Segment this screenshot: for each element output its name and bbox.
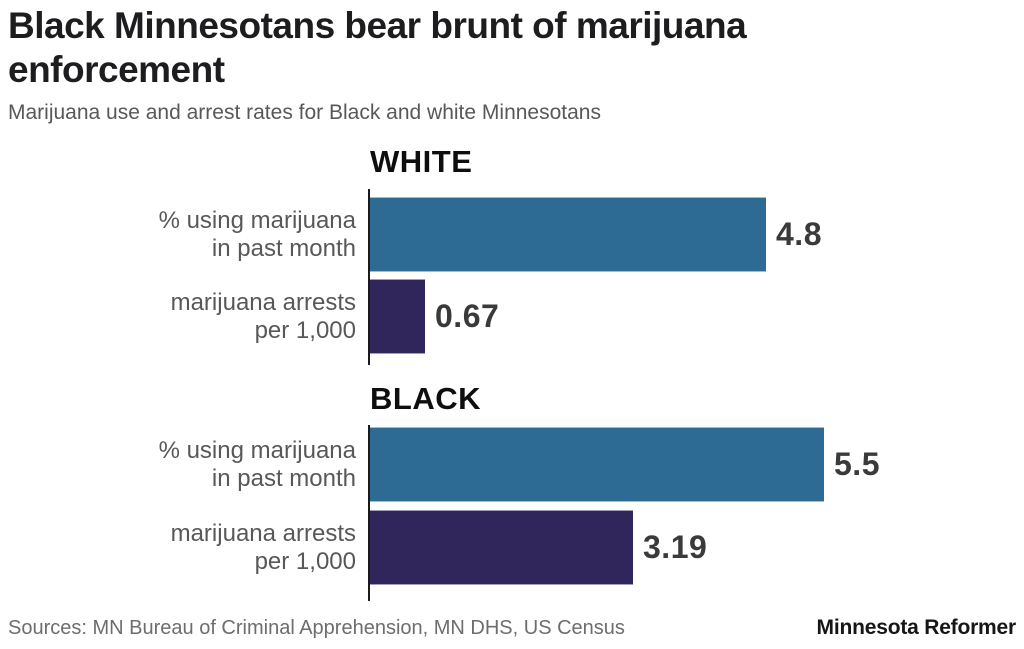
category-label-line: % using marijuana	[158, 436, 356, 464]
category-label: marijuana arrests per 1,000	[26, 520, 356, 576]
category-label-line: in past month	[211, 464, 356, 492]
category-label-line: marijuana arrests	[170, 288, 356, 316]
value-label: 4.8	[776, 216, 822, 252]
category-label-line: per 1,000	[254, 547, 356, 575]
bar-white-arrests	[370, 279, 425, 354]
bar-black-use	[370, 427, 824, 502]
value-label: 0.67	[435, 298, 500, 334]
category-label-line: per 1,000	[254, 316, 356, 344]
category-label: marijuana arrests per 1,000	[26, 289, 356, 345]
value-label: 5.5	[834, 446, 880, 482]
category-label-line: % using marijuana	[158, 206, 356, 234]
category-label-line: marijuana arrests	[170, 519, 356, 547]
page-title-line-1: Black Minnesotans bear brunt of marijuan…	[8, 5, 747, 46]
axis-line-black	[368, 425, 370, 601]
category-label-line: in past month	[211, 234, 356, 262]
brand-wordmark: Minnesota Reformer	[816, 616, 1017, 639]
sources-text: Sources: MN Bureau of Criminal Apprehens…	[8, 617, 625, 639]
value-label: 3.19	[643, 529, 708, 565]
category-label: % using marijuana in past month	[26, 437, 356, 493]
bar-white-use	[370, 197, 766, 272]
page-title: Black Minnesotans bear brunt of marijuan…	[8, 4, 747, 92]
group-header-white: WHITE	[370, 144, 473, 179]
bar-black-arrests	[370, 510, 633, 585]
page-title-line-2: enforcement	[8, 49, 225, 90]
page-subtitle: Marijuana use and arrest rates for Black…	[8, 101, 601, 124]
group-header-black: BLACK	[370, 381, 481, 416]
axis-line-white	[368, 189, 370, 365]
category-label: % using marijuana in past month	[26, 207, 356, 263]
